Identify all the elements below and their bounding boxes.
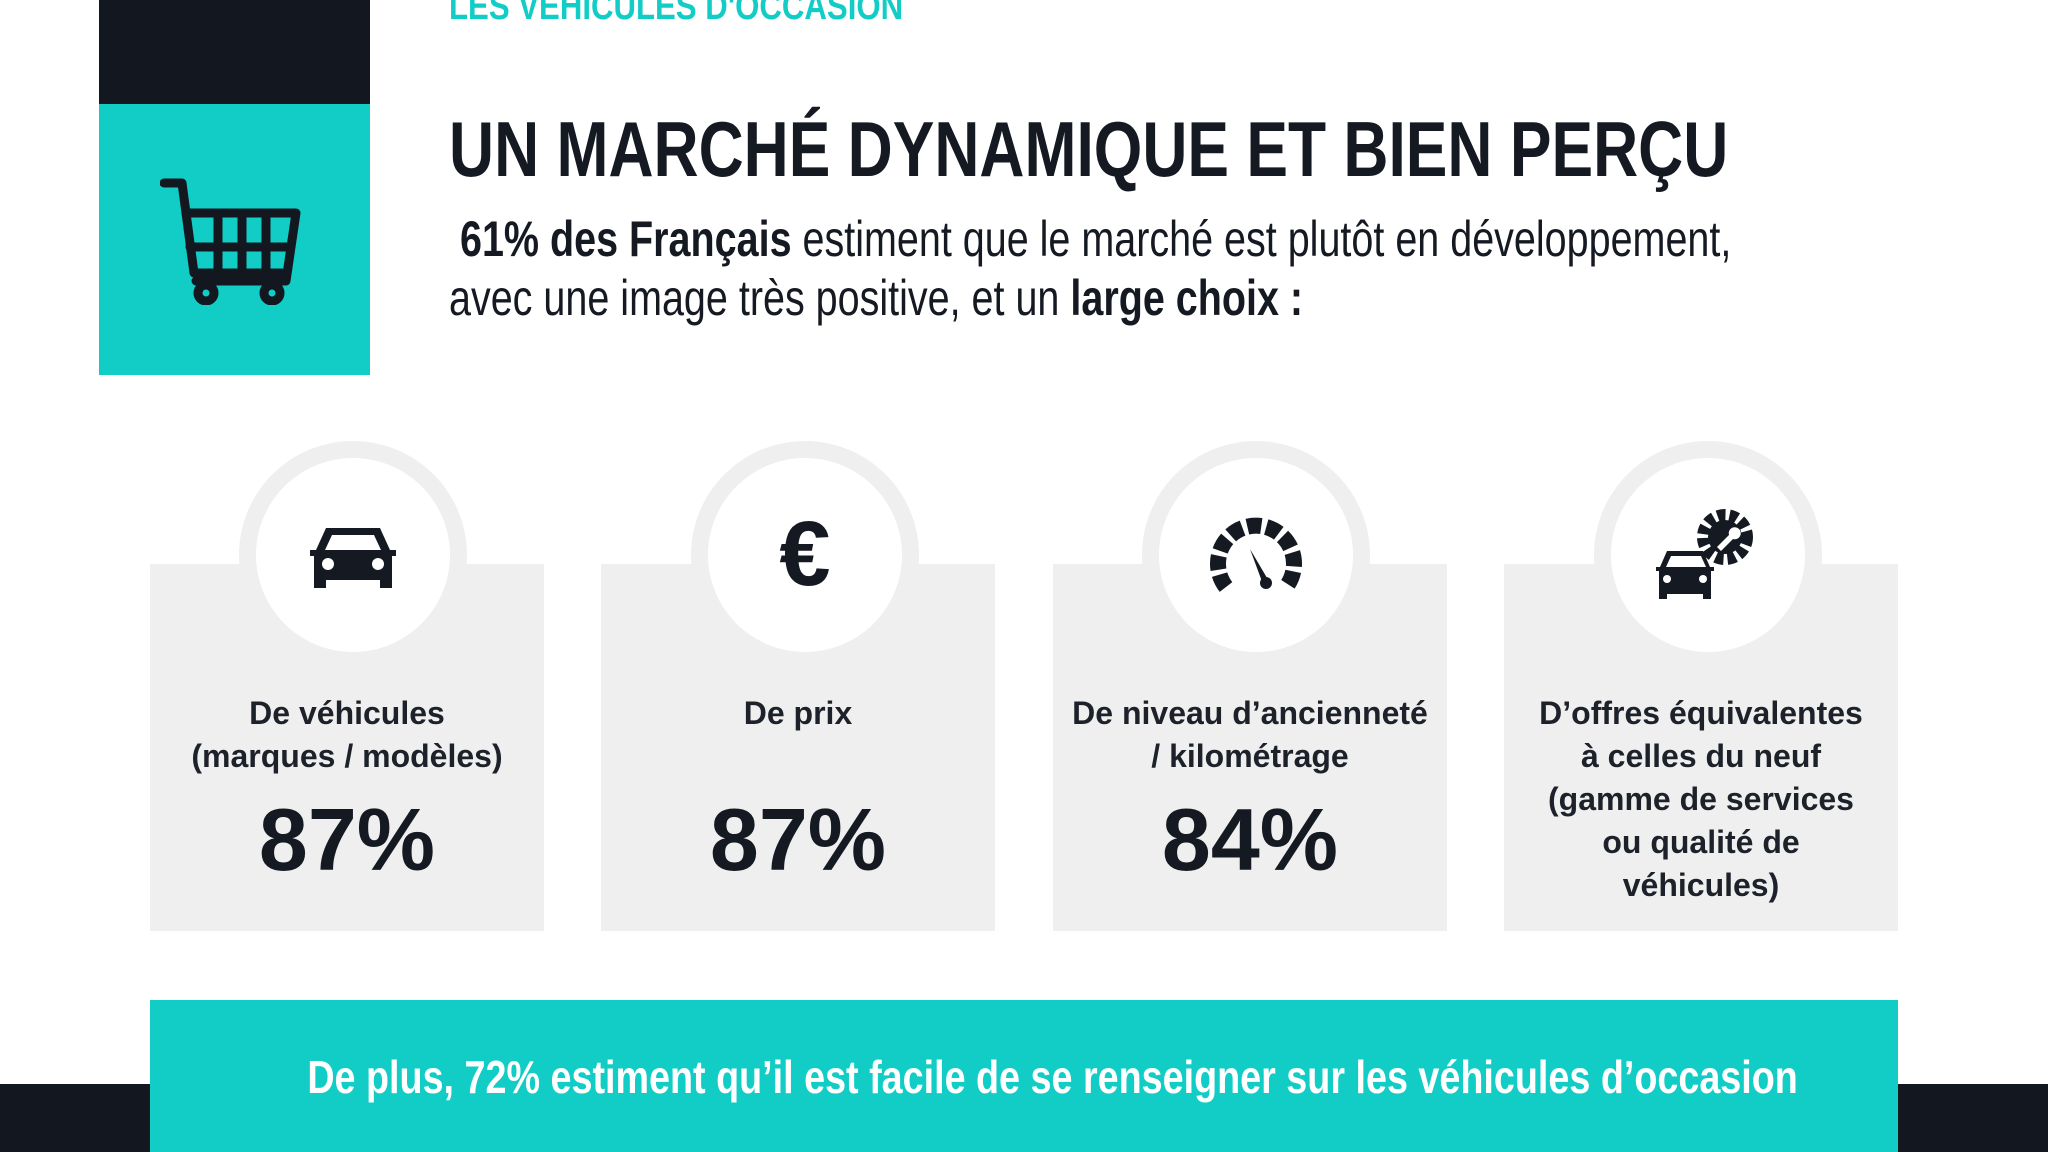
card-value: 87% — [258, 790, 436, 889]
intro-bold-choice: large choix : — [1070, 270, 1304, 326]
cart-tile — [99, 104, 370, 375]
card-label: De véhicules — [249, 695, 445, 731]
card-label: (gamme de services — [1548, 781, 1854, 817]
car-icon — [310, 528, 396, 588]
icon-circle — [239, 441, 467, 669]
stat-card-age: De niveau d’ancienneté / kilométrage 84% — [1053, 564, 1447, 931]
intro-text-1: estiment que le marché est plutôt en dév… — [791, 211, 1732, 267]
icon-circle: € — [691, 441, 919, 669]
icon-circle — [1594, 441, 1822, 669]
card-label: ou qualité de — [1602, 824, 1800, 860]
section-kicker: LES VÉHICULES D'OCCASION — [449, 0, 904, 28]
card-label: véhicules) — [1622, 867, 1780, 903]
shopping-cart-icon — [159, 178, 300, 305]
dark-accent-block — [99, 0, 370, 104]
intro-bold-stat: 61% des Français — [459, 211, 792, 267]
card-label: à celles du neuf — [1580, 738, 1822, 774]
intro-paragraph: 61% des Français estiment que le marché … — [449, 210, 1731, 328]
card-label: De prix — [743, 695, 853, 731]
card-label: De niveau d’ancienneté — [1072, 695, 1428, 731]
card-value: 87% — [709, 790, 887, 889]
svg-text:€: € — [779, 515, 830, 595]
euro-icon: € — [779, 515, 830, 595]
card-label: / kilométrage — [1151, 738, 1349, 774]
card-label: (marques / modèles) — [191, 738, 503, 774]
card-label: D’offres équivalentes — [1539, 695, 1863, 731]
page-title: UN MARCHÉ DYNAMIQUE ET BIEN PERÇU — [449, 105, 1729, 193]
intro-text-2: avec une image très positive, et un — [449, 270, 1071, 326]
footer-text: De plus, 72% estiment qu’il est facile d… — [307, 1051, 1798, 1103]
card-value: 84% — [1161, 790, 1339, 889]
stat-card-offers: D’offres équivalentes à celles du neuf (ga… — [1504, 564, 1898, 931]
car-service-icon — [1656, 509, 1753, 599]
icon-circle — [1142, 441, 1370, 669]
footer-banner: De plus, 72% estiment qu’il est facile d… — [150, 1000, 1898, 1152]
speedometer-icon — [1210, 517, 1302, 592]
